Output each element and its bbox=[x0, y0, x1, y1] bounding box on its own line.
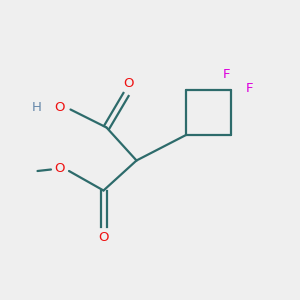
Text: O: O bbox=[54, 162, 65, 175]
Text: F: F bbox=[223, 68, 230, 81]
Text: O: O bbox=[123, 76, 134, 90]
Text: O: O bbox=[98, 231, 109, 244]
Text: F: F bbox=[246, 82, 253, 95]
Text: O: O bbox=[54, 100, 64, 114]
Text: H: H bbox=[32, 100, 42, 114]
